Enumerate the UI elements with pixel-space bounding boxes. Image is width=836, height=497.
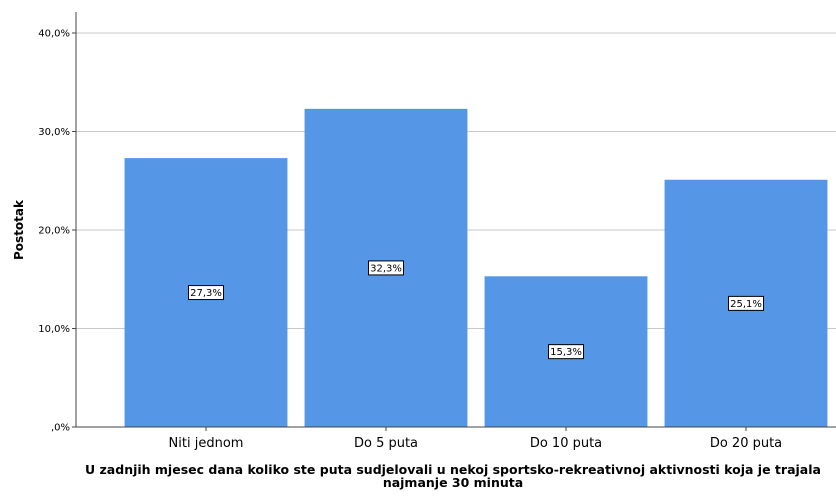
x-axis-label: U zadnjih mjesec dana koliko ste puta su… bbox=[85, 462, 821, 490]
data-label-box bbox=[548, 344, 584, 360]
data-label-box bbox=[188, 285, 224, 301]
y-tick-label: 10,0% bbox=[38, 324, 70, 335]
x-tick-label: Niti jednom bbox=[169, 436, 244, 451]
x-tick-label: Do 10 puta bbox=[530, 436, 602, 451]
y-axis-label: Postotak bbox=[12, 199, 26, 260]
data-label: 15,3% bbox=[550, 347, 582, 358]
y-tick-label: ,0% bbox=[51, 423, 70, 434]
data-label-box bbox=[728, 295, 764, 311]
data-label: 32,3% bbox=[370, 263, 402, 274]
y-tick-label: 20,0% bbox=[38, 226, 70, 237]
y-tick-label: 30,0% bbox=[38, 127, 70, 138]
data-label: 27,3% bbox=[190, 288, 222, 299]
data-label-box bbox=[368, 260, 404, 276]
data-label: 25,1% bbox=[730, 299, 762, 310]
x-tick-label: Do 20 puta bbox=[710, 436, 782, 451]
x-tick-label: Do 5 puta bbox=[354, 436, 418, 451]
y-tick-label: 40,0% bbox=[38, 29, 70, 40]
